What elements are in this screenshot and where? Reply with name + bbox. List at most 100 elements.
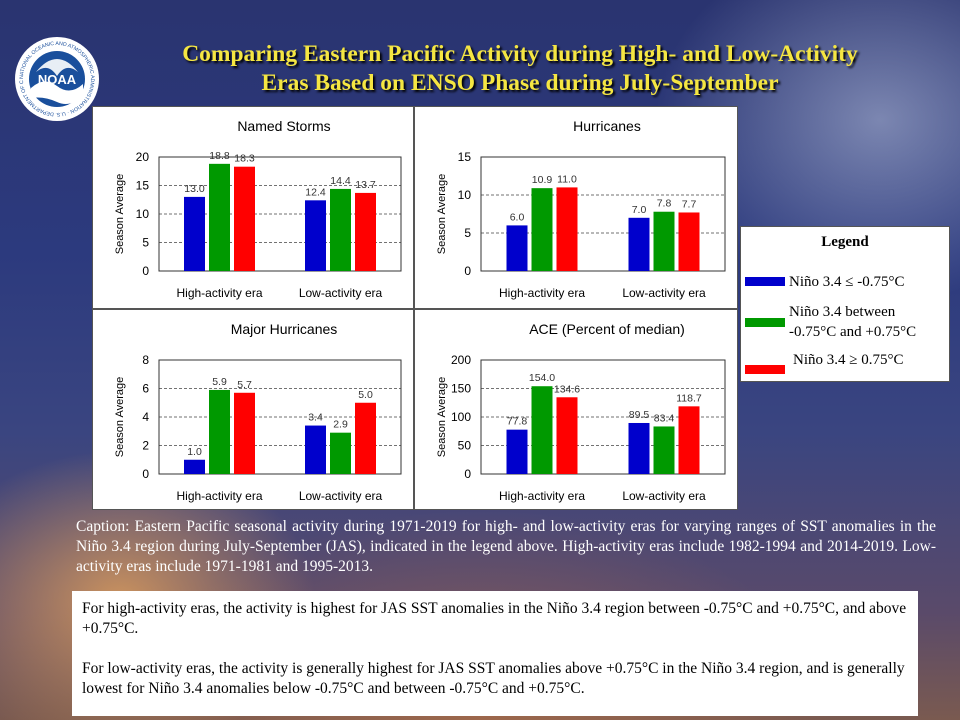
data-label: 18.8 — [209, 150, 230, 162]
x-tick-label: High-activity era — [499, 489, 585, 503]
y-axis-label: Season Average — [114, 174, 126, 255]
legend-label-between-1: Niño 3.4 between — [789, 304, 896, 320]
data-label: 7.8 — [657, 198, 672, 210]
y-axis-label: Season Average — [436, 377, 448, 458]
y-tick-label: 15 — [136, 179, 150, 193]
y-tick-label: 0 — [142, 467, 149, 481]
data-label: 14.4 — [330, 175, 351, 187]
x-tick-label: Low-activity era — [299, 286, 383, 300]
y-tick-label: 2 — [142, 439, 149, 453]
plot-area — [158, 359, 402, 475]
bar — [355, 402, 376, 474]
legend-item-between: Niño 3.4 between -0.75°C and +0.75°C — [745, 302, 916, 342]
y-tick-label: 150 — [451, 382, 471, 396]
data-label: 11.0 — [557, 173, 577, 185]
legend-label-below: Niño 3.4 ≤ -0.75°C — [789, 274, 905, 290]
page-title: Comparing Eastern Pacific Activity durin… — [100, 40, 940, 98]
ace-chart: ACE (Percent of median) Season Average 0 50… — [436, 321, 726, 503]
data-label: 89.5 — [629, 409, 650, 421]
data-label: 7.7 — [682, 198, 697, 210]
y-tick-label: 0 — [464, 264, 471, 278]
bar — [234, 166, 255, 271]
y-tick-label: 5 — [142, 236, 149, 250]
data-label: 18.3 — [234, 153, 255, 165]
logo-text: NOAA — [38, 72, 77, 87]
y-tick-label: 100 — [451, 410, 471, 424]
bar — [653, 211, 675, 271]
data-label: 83.4 — [654, 412, 675, 424]
major-hurricanes-chart: Major Hurricanes Season Average 0 2 4 6 8 1.0 5.… — [114, 321, 402, 503]
noaa-logo: NOAA NATIONAL OCEANIC AND ATMOSPHERIC AD… — [14, 36, 99, 121]
bar — [628, 422, 650, 474]
data-label: 5.7 — [237, 379, 252, 391]
legend-item-above: Niño 3.4 ≥ 0.75°C — [745, 352, 904, 374]
title-line-2: Eras Based on ENSO Phase during July-Sep… — [261, 70, 779, 96]
chart-panel-major-hurricanes: Major Hurricanes Season Average 0 2 4 6 8 1.0 5.… — [92, 309, 414, 510]
hurricanes-chart: Hurricanes Season Average 0 5 10 15 6.0 10.9 11.… — [436, 118, 726, 300]
bar — [556, 187, 578, 271]
legend-label-between-2: -0.75°C and +0.75°C — [789, 324, 917, 340]
x-tick-label: High-activity era — [176, 489, 262, 503]
legend-item-below: Niño 3.4 ≤ -0.75°C — [745, 272, 904, 292]
legend-label-above: Niño 3.4 ≥ 0.75°C — [793, 352, 904, 368]
y-tick-label: 0 — [464, 467, 471, 481]
y-tick-label: 200 — [451, 353, 471, 367]
x-tick-label: Low-activity era — [622, 286, 706, 300]
named-storms-chart: Named Storms Season Average 0 5 10 15 20 13.0 18… — [114, 118, 402, 300]
bar — [506, 225, 528, 271]
legend-swatch-red — [745, 365, 785, 374]
bar — [628, 217, 650, 271]
bar — [531, 188, 553, 271]
bar — [305, 200, 326, 271]
chart-title: Hurricanes — [573, 118, 641, 134]
bar — [330, 188, 351, 271]
chart-title: Named Storms — [237, 118, 330, 134]
summary-low-activity: For low-activity eras, the activity is g… — [82, 660, 905, 697]
data-label: 77.8 — [507, 416, 528, 428]
y-tick-label: 5 — [464, 226, 471, 240]
data-label: 118.7 — [676, 392, 702, 404]
y-tick-label: 10 — [458, 188, 472, 202]
y-tick-label: 6 — [142, 382, 149, 396]
summary-high-activity: For high-activity eras, the activity is … — [82, 600, 907, 637]
bar — [209, 163, 230, 271]
chart-panel-ace: ACE (Percent of median) Season Average 0 50… — [414, 309, 738, 510]
y-tick-label: 8 — [142, 353, 149, 367]
x-tick-label: Low-activity era — [622, 489, 706, 503]
chart-title: Major Hurricanes — [231, 321, 338, 337]
y-tick-label: 4 — [142, 410, 149, 424]
data-label: 6.0 — [510, 211, 525, 223]
chart-title: ACE (Percent of median) — [529, 321, 685, 337]
y-tick-label: 10 — [136, 207, 150, 221]
bar — [556, 397, 578, 474]
caption: Caption: Eastern Pacific seasonal activi… — [76, 518, 936, 575]
bar — [330, 432, 351, 474]
plot-area — [158, 156, 402, 272]
y-tick-label: 50 — [458, 439, 472, 453]
bar — [184, 459, 205, 474]
chart-panel-hurricanes: Hurricanes Season Average 0 5 10 15 6.0 10.9 11.… — [414, 106, 738, 309]
y-axis-label: Season Average — [436, 174, 448, 255]
data-label: 10.9 — [532, 174, 553, 186]
chart-panel-named-storms: Named Storms Season Average 0 5 10 15 20 13.0 18… — [92, 106, 414, 309]
bar — [184, 196, 205, 271]
y-tick-label: 20 — [136, 150, 150, 164]
y-tick-label: 15 — [458, 150, 472, 164]
x-tick-label: High-activity era — [176, 286, 262, 300]
data-label: 13.7 — [355, 179, 376, 191]
data-label: 13.0 — [184, 183, 205, 195]
bar — [506, 429, 528, 474]
data-label: 5.9 — [212, 376, 227, 388]
data-label: 1.0 — [187, 446, 202, 458]
data-label: 134.6 — [554, 383, 580, 395]
y-tick-label: 0 — [142, 264, 149, 278]
x-tick-label: Low-activity era — [299, 489, 383, 503]
bar — [234, 392, 255, 474]
data-label: 154.0 — [529, 372, 555, 384]
legend-title: Legend — [821, 234, 869, 250]
plot-area — [480, 359, 726, 475]
plot-area — [480, 156, 726, 272]
bar — [531, 386, 553, 474]
bar — [209, 389, 230, 474]
summary-box: For high-activity eras, the activity is … — [72, 591, 918, 716]
